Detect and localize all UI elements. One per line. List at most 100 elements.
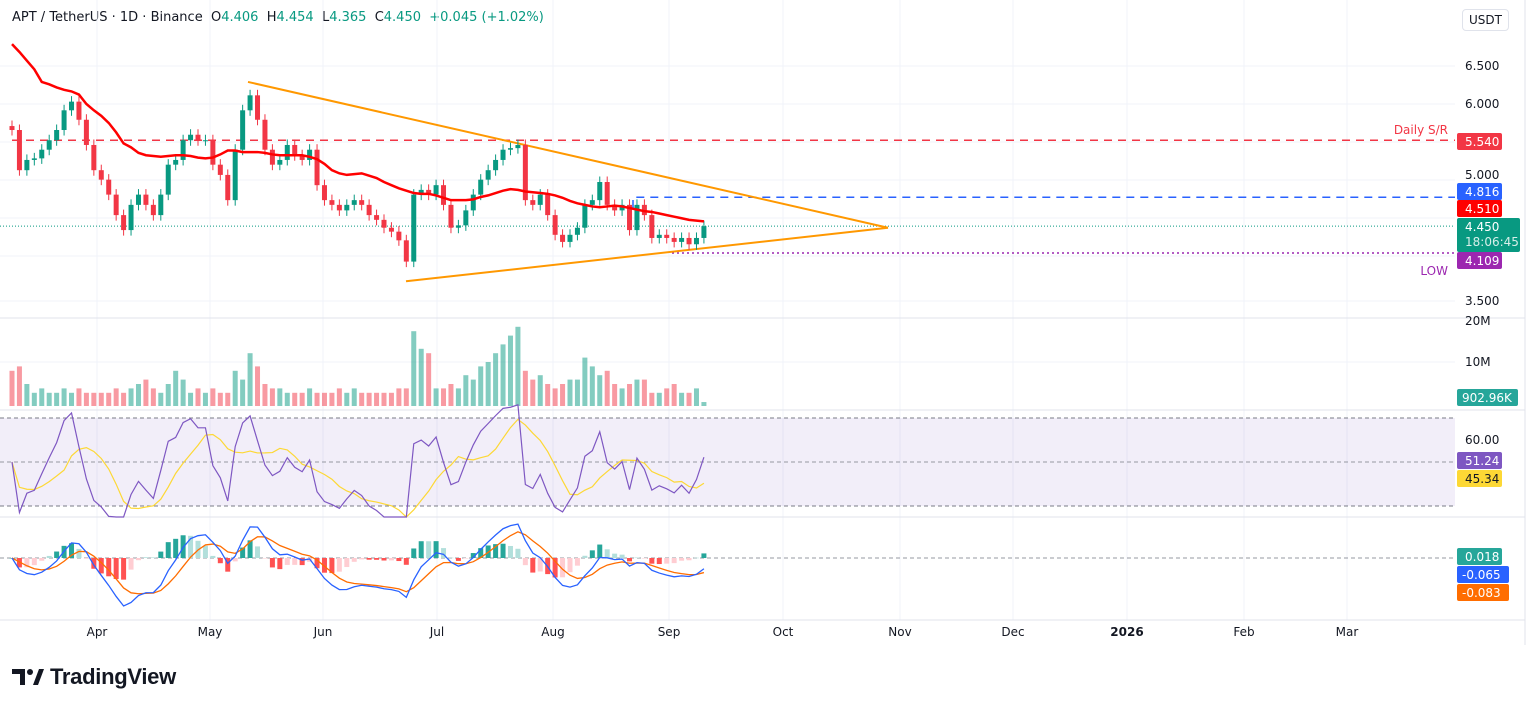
currency-button[interactable]: USDT xyxy=(1462,9,1509,31)
candle-body xyxy=(46,140,52,150)
volume-tick: 10M xyxy=(1465,355,1491,369)
price-axis[interactable]: 6.500 6.000 5.000 3.500 20M 10M 60.00 xyxy=(1465,59,1499,447)
volume-bar xyxy=(321,392,327,406)
macd-histogram-bar xyxy=(507,545,513,558)
candle-body xyxy=(612,204,618,211)
macd-histogram-bar xyxy=(597,544,603,558)
macd-line xyxy=(11,523,705,607)
time-tick: Feb xyxy=(1233,625,1254,639)
tradingview-wordmark: TradingView xyxy=(50,664,176,689)
macd-histogram-bar xyxy=(344,558,350,568)
candle-body xyxy=(284,144,290,160)
candle-body xyxy=(478,179,484,195)
time-tick: Dec xyxy=(1001,625,1024,639)
rsi-tick: 60.00 xyxy=(1465,433,1499,447)
macd-histogram-bar xyxy=(217,558,223,564)
price-tick: 3.500 xyxy=(1465,294,1499,308)
rsi-ma-tag-bg xyxy=(1457,470,1502,487)
macd-histogram-bar xyxy=(329,558,335,574)
candle-body xyxy=(195,134,201,141)
time-tick: Mar xyxy=(1336,625,1359,639)
volume-bar xyxy=(693,388,699,406)
macd-histogram-bar xyxy=(515,548,521,558)
volume-bar xyxy=(441,388,447,406)
macd-histogram-bar xyxy=(411,548,417,558)
volume-bar xyxy=(83,392,89,406)
signal-tag: -0.083 xyxy=(1462,586,1501,600)
candle-body xyxy=(470,194,476,211)
candle-body xyxy=(83,119,89,145)
macd-histogram-bar xyxy=(679,558,685,561)
macd-histogram-bar xyxy=(552,558,558,578)
macd-histogram-bar xyxy=(232,558,238,562)
volume-bar xyxy=(374,392,380,406)
candle-body xyxy=(441,185,447,205)
volume-bar xyxy=(597,375,603,406)
candle-body xyxy=(433,185,439,195)
levels xyxy=(0,80,1455,283)
volume-bar xyxy=(701,402,707,406)
volume-bar xyxy=(232,370,238,406)
candle-body xyxy=(91,144,97,171)
volume-bar xyxy=(173,370,179,406)
candle-body xyxy=(701,226,707,238)
candle-body xyxy=(604,182,610,205)
macd-histogram-bar xyxy=(374,558,380,560)
candle-body xyxy=(150,204,156,216)
macd-histogram-bar xyxy=(54,551,60,558)
candle-body xyxy=(188,134,194,141)
volume-tag: 902.96K xyxy=(1462,391,1513,405)
time-axis[interactable]: Apr May Jun Jul Aug Sep Oct Nov Dec 2026 Feb Mar xyxy=(87,625,1359,639)
candle-body xyxy=(671,237,677,242)
volume-bar xyxy=(493,353,499,406)
volume-bar xyxy=(69,392,75,406)
time-tick: Sep xyxy=(658,625,681,639)
volume-bar xyxy=(545,384,551,406)
ma-tag-bg xyxy=(1457,200,1502,217)
candle-body xyxy=(39,149,45,159)
price-tags: 5.540 4.816 4.510 4.450 18:06:45 4.109 9… xyxy=(1457,133,1520,601)
volume-bar xyxy=(418,348,424,406)
volume-bar xyxy=(560,384,566,406)
macd-histogram-bar xyxy=(701,553,707,558)
volume-bar xyxy=(388,392,394,406)
candle-body xyxy=(537,194,543,205)
macd-histogram-bar xyxy=(582,555,588,558)
sr-tag: 5.540 xyxy=(1465,135,1499,149)
volume-bar xyxy=(381,392,387,406)
macd-histogram-bar xyxy=(83,558,89,559)
volume-bar xyxy=(411,331,417,406)
volume-bar xyxy=(284,392,290,406)
tradingview-logo[interactable]: TradingView xyxy=(12,664,176,690)
candle-body xyxy=(69,101,75,111)
candle-body xyxy=(299,155,305,160)
volume-bar xyxy=(426,353,432,406)
macd-histogram-bar xyxy=(396,558,402,562)
time-tick: Jun xyxy=(313,625,333,639)
candle-body xyxy=(240,110,246,150)
symbol-header: APT / TetherUS · 1D · Binance O4.406 H4.… xyxy=(12,10,544,25)
macd-signal-line xyxy=(11,531,705,595)
macd-histogram-bar xyxy=(150,557,156,558)
volume-bar xyxy=(448,384,454,406)
volume-bar xyxy=(500,344,506,406)
volume-bar xyxy=(530,379,536,406)
volume-tick: 20M xyxy=(1465,314,1491,328)
candle-body xyxy=(552,215,558,235)
candle-body xyxy=(165,164,171,195)
macd-histogram-bar xyxy=(537,558,543,572)
macd-histogram-bar xyxy=(91,558,97,569)
macd-histogram-bar xyxy=(448,557,454,559)
macd-histogram-bar xyxy=(671,558,677,564)
macd-histogram-bar xyxy=(589,550,595,558)
candle-body xyxy=(16,130,22,171)
volume-bar xyxy=(150,388,156,406)
volume-bar xyxy=(470,379,476,406)
candle-body xyxy=(359,200,365,205)
volume-bar xyxy=(292,392,298,406)
candle-body xyxy=(135,194,141,205)
macd-histogram-bar xyxy=(433,541,439,558)
macd-histogram-bar xyxy=(299,558,305,566)
volume-bar xyxy=(515,326,521,406)
